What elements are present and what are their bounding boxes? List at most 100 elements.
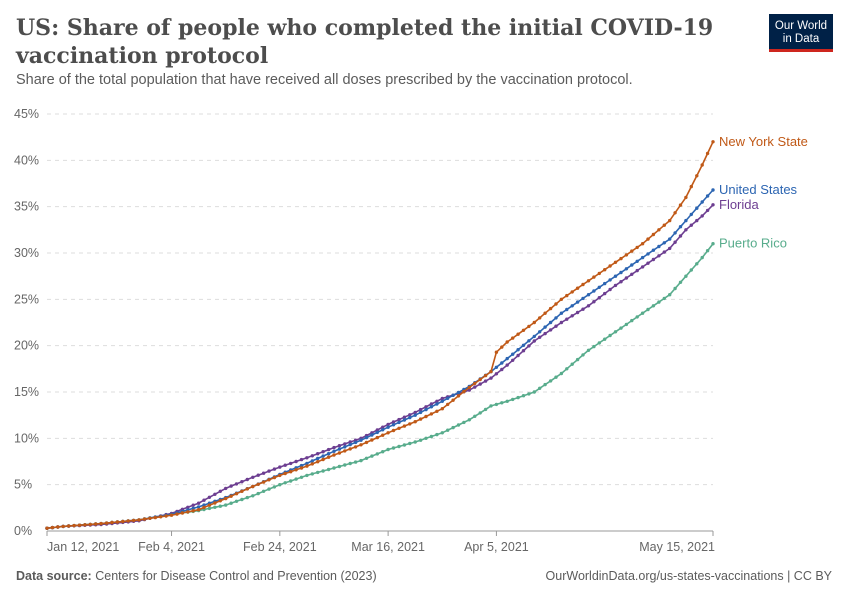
data-point-new-york-state	[153, 515, 157, 520]
data-point-new-york-state	[267, 478, 271, 482]
data-point-united-states	[511, 352, 515, 356]
data-point-florida	[624, 276, 629, 280]
logo-line-2: in Data	[782, 33, 820, 45]
data-point-new-york-state	[94, 522, 98, 526]
data-point-united-states	[381, 428, 385, 432]
data-point-puerto-rico	[424, 436, 428, 440]
data-point-new-york-state	[651, 232, 656, 237]
data-point-new-york-state	[700, 163, 704, 167]
data-point-puerto-rico	[397, 444, 401, 449]
y-tick-label: 40%	[14, 153, 39, 167]
data-point-united-states	[516, 348, 520, 352]
data-point-puerto-rico	[316, 470, 320, 475]
data-point-united-states	[662, 241, 666, 245]
data-point-puerto-rico	[695, 262, 699, 266]
data-point-florida	[240, 480, 244, 484]
data-point-florida	[483, 379, 488, 383]
data-point-florida	[316, 452, 320, 456]
chart-title: US: Share of people who completed the in…	[16, 15, 714, 69]
data-point-new-york-state	[159, 515, 163, 519]
data-point-new-york-state	[370, 438, 374, 442]
data-point-florida	[705, 208, 710, 213]
data-point-new-york-state	[668, 218, 672, 223]
data-point-new-york-state	[348, 447, 352, 451]
data-point-florida	[337, 444, 342, 448]
data-point-puerto-rico	[289, 479, 293, 483]
data-point-puerto-rico	[386, 447, 390, 452]
data-point-puerto-rico	[586, 348, 591, 352]
source-label: Data source:	[16, 569, 92, 583]
data-point-united-states	[559, 311, 564, 315]
data-point-new-york-state	[408, 422, 412, 426]
data-point-puerto-rico	[251, 494, 255, 498]
data-point-new-york-state	[61, 524, 65, 529]
data-point-new-york-state	[343, 449, 347, 453]
data-point-florida	[332, 445, 336, 450]
data-point-puerto-rico	[435, 432, 439, 437]
data-point-united-states	[440, 399, 444, 403]
data-point-puerto-rico	[348, 461, 352, 466]
data-point-new-york-state	[646, 237, 650, 241]
data-point-florida	[532, 339, 536, 343]
data-point-florida	[386, 422, 390, 427]
data-point-puerto-rico	[603, 337, 607, 341]
data-point-puerto-rico	[651, 304, 656, 308]
data-point-new-york-state	[613, 260, 618, 264]
data-point-united-states	[619, 270, 623, 275]
data-point-new-york-state	[424, 414, 428, 419]
x-tick-label: Feb 24, 2021	[243, 540, 317, 554]
data-point-new-york-state	[630, 249, 634, 253]
data-point-united-states	[668, 237, 672, 241]
data-point-puerto-rico	[559, 371, 564, 376]
data-point-puerto-rico	[321, 469, 325, 473]
y-tick-label: 5%	[14, 478, 32, 492]
data-point-united-states	[348, 442, 352, 447]
data-point-united-states	[418, 410, 423, 415]
data-point-puerto-rico	[483, 407, 488, 412]
data-point-puerto-rico	[630, 318, 634, 323]
data-point-puerto-rico	[711, 242, 715, 246]
data-point-florida	[651, 257, 656, 262]
data-point-florida	[635, 268, 639, 273]
data-point-florida	[278, 465, 282, 469]
data-point-puerto-rico	[538, 386, 542, 390]
data-point-florida	[408, 413, 412, 417]
data-point-florida	[467, 388, 471, 392]
data-point-new-york-state	[115, 520, 120, 524]
data-point-new-york-state	[592, 275, 596, 279]
data-point-united-states	[456, 390, 461, 395]
y-tick-label: 20%	[14, 339, 39, 353]
data-point-new-york-state	[251, 484, 255, 489]
data-point-florida	[559, 320, 564, 325]
data-point-new-york-state	[289, 470, 293, 474]
source-text[interactable]: Centers for Disease Control and Preventi…	[95, 569, 377, 583]
data-point-new-york-state	[213, 501, 217, 505]
data-point-puerto-rico	[700, 255, 704, 260]
data-point-florida	[234, 482, 239, 486]
data-point-florida	[662, 250, 666, 254]
data-point-new-york-state	[586, 279, 591, 283]
data-point-new-york-state	[121, 519, 125, 524]
source-url[interactable]: OurWorldinData.org/us-states-vaccination…	[545, 569, 832, 583]
data-point-florida	[272, 467, 277, 471]
data-point-florida	[186, 505, 190, 509]
data-point-united-states	[305, 461, 309, 466]
data-point-new-york-state	[229, 494, 233, 498]
data-point-new-york-state	[278, 473, 282, 478]
data-point-puerto-rico	[332, 466, 336, 470]
data-point-new-york-state	[207, 503, 212, 507]
data-point-united-states	[494, 365, 499, 369]
x-tick-label: Mar 16, 2021	[351, 540, 425, 554]
data-point-florida	[310, 454, 314, 458]
data-point-new-york-state	[169, 513, 174, 517]
data-point-new-york-state	[294, 468, 298, 472]
data-point-florida	[657, 254, 661, 258]
y-tick-label: 30%	[14, 246, 39, 260]
data-point-puerto-rico	[640, 311, 645, 315]
owid-logo[interactable]: Our World in Data	[769, 14, 833, 52]
x-tick-label: Apr 5, 2021	[464, 540, 529, 554]
data-point-new-york-state	[375, 435, 379, 440]
data-point-puerto-rico	[359, 458, 363, 463]
y-tick-label: 0%	[14, 524, 32, 538]
data-point-new-york-state	[164, 514, 168, 518]
